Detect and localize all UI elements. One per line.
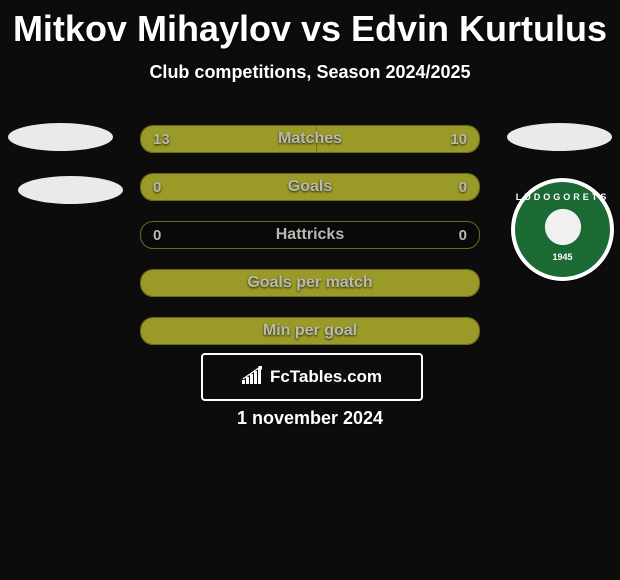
page-title: Mitkov Mihaylov vs Edvin Kurtulus [0, 0, 620, 50]
club-eagle-icon [540, 204, 586, 250]
source-logo-text: FcTables.com [270, 367, 382, 387]
club-name-arc: LUDOGORETS [515, 192, 610, 202]
stat-label: Hattricks [141, 222, 479, 248]
stat-bars: 1310Matches 00Goals 00Hattricks Goals per m… [140, 125, 480, 365]
snapshot-date: 1 november 2024 [0, 408, 620, 429]
source-logo: FcTables.com [201, 353, 423, 401]
right-player-club-badge: LUDOGORETS 1945 [511, 178, 614, 281]
stat-label: Goals per match [141, 270, 479, 296]
stat-label: Goals [141, 174, 479, 200]
right-player-avatar-1 [507, 123, 612, 151]
left-player-avatar-2 [18, 176, 123, 204]
stat-label: Min per goal [141, 318, 479, 344]
club-year: 1945 [552, 252, 572, 262]
page-subtitle: Club competitions, Season 2024/2025 [0, 62, 620, 83]
stat-bar-matches: 1310Matches [140, 125, 480, 153]
stat-bar-hattricks: 00Hattricks [140, 221, 480, 249]
stat-bar-goals: 00Goals [140, 173, 480, 201]
stat-bar-min-per-goal: Min per goal [140, 317, 480, 345]
stat-label: Matches [141, 126, 479, 152]
bar-chart-icon [242, 366, 264, 389]
stat-bar-goals-per-match: Goals per match [140, 269, 480, 297]
left-player-avatar-1 [8, 123, 113, 151]
